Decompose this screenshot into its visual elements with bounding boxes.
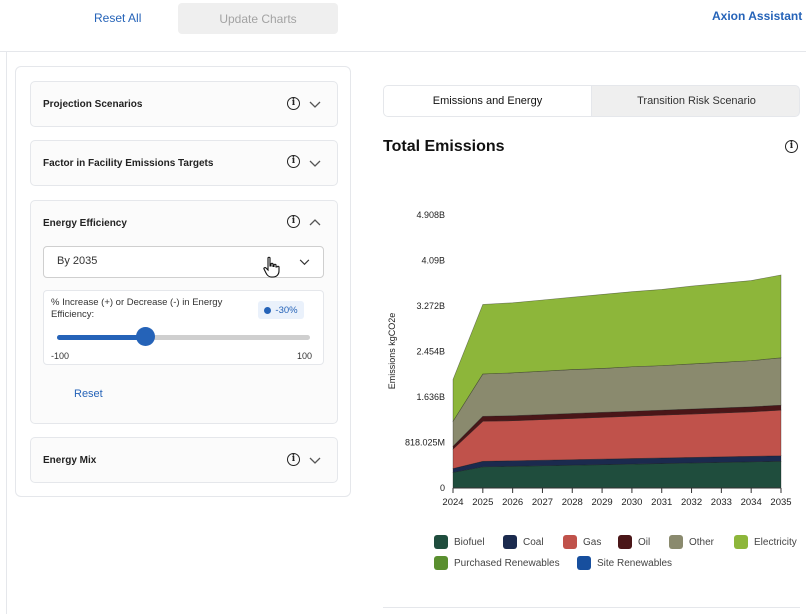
slider-max-label: 100 bbox=[297, 351, 313, 361]
chart-bottom-divider bbox=[383, 607, 800, 608]
chevron-up-icon[interactable] bbox=[309, 218, 321, 226]
x-tick-label: 2030 bbox=[621, 497, 642, 508]
hand-cursor-icon bbox=[263, 256, 280, 278]
tab-emissions-energy[interactable]: Emissions and Energy bbox=[384, 86, 592, 116]
x-tick-label: 2034 bbox=[741, 497, 762, 508]
legend-swatch bbox=[734, 535, 748, 549]
update-charts-button[interactable]: Update Charts bbox=[178, 3, 338, 34]
top-toolbar: Reset All Update Charts Axion Assistant bbox=[0, 0, 806, 52]
info-icon[interactable]: i bbox=[287, 215, 300, 228]
legend-item-site-renewables[interactable]: Site Renewables bbox=[577, 556, 672, 570]
legend-item-gas[interactable]: Gas bbox=[563, 535, 601, 549]
efficiency-slider-card: % Increase (+) or Decrease (-) in Energy… bbox=[43, 290, 324, 365]
accordion-facility-targets[interactable]: Factor in Facility Emissions Targets i bbox=[30, 140, 338, 186]
chevron-down-icon[interactable] bbox=[309, 101, 321, 109]
legend-swatch bbox=[669, 535, 683, 549]
legend-item-coal[interactable]: Coal bbox=[503, 535, 544, 549]
accordion-energy-mix[interactable]: Energy Mix i bbox=[30, 437, 338, 483]
info-icon[interactable]: i bbox=[287, 97, 300, 110]
select-value: By 2035 bbox=[57, 255, 98, 267]
chart-tabs: Emissions and Energy Transition Risk Sce… bbox=[383, 85, 800, 117]
y-tick-label: 4.09B bbox=[421, 256, 445, 266]
legend-label: Electricity bbox=[754, 536, 797, 548]
legend-swatch bbox=[503, 535, 517, 549]
y-tick-label: 1.636B bbox=[416, 392, 445, 402]
legend-label: Coal bbox=[523, 536, 544, 548]
x-tick-label: 2027 bbox=[532, 497, 553, 508]
area-series-group bbox=[452, 274, 782, 489]
x-tick-label: 2029 bbox=[592, 497, 613, 508]
reset-efficiency-button[interactable]: Reset bbox=[74, 388, 103, 400]
legend-swatch bbox=[563, 535, 577, 549]
legend-item-purchased-renewables[interactable]: Purchased Renewables bbox=[434, 556, 560, 570]
slider-value-text: -30% bbox=[275, 304, 298, 316]
area-electricity[interactable] bbox=[452, 274, 782, 423]
accordion-title: Factor in Facility Emissions Targets bbox=[43, 158, 214, 169]
x-tick-label: 2032 bbox=[681, 497, 702, 508]
reset-all-button[interactable]: Reset All bbox=[94, 11, 142, 25]
legend-label: Oil bbox=[638, 536, 651, 548]
legend-swatch bbox=[577, 556, 591, 570]
legend-label: Purchased Renewables bbox=[454, 557, 560, 569]
info-icon[interactable]: i bbox=[287, 453, 300, 466]
x-tick-label: 2026 bbox=[502, 497, 523, 508]
accordion-title: Projection Scenarios bbox=[43, 99, 143, 110]
slider-track[interactable] bbox=[57, 335, 310, 340]
slider-thumb[interactable] bbox=[136, 327, 156, 346]
legend-label: Other bbox=[689, 536, 715, 548]
chart-title: Total Emissions bbox=[383, 138, 505, 155]
legend-label: Gas bbox=[583, 536, 602, 548]
chevron-down-icon bbox=[299, 259, 310, 266]
y-tick-label: 3.272B bbox=[416, 301, 445, 311]
legend-item-biofuel[interactable]: Biofuel bbox=[434, 535, 485, 549]
slider-label: % Increase (+) or Decrease (-) in Energy… bbox=[51, 297, 223, 320]
legend-label: Biofuel bbox=[454, 536, 485, 548]
chart-info-icon[interactable]: i bbox=[785, 140, 798, 153]
x-tick-label: 2033 bbox=[711, 497, 732, 508]
legend-swatch bbox=[618, 535, 632, 549]
y-axis: 0 818.025M 1.636B 2.454B 3.272B 4.09B 4.908B bbox=[405, 210, 445, 493]
accordion-energy-efficiency: Energy Efficiency i By 2035 % Increase (… bbox=[30, 200, 338, 424]
page-divider bbox=[6, 52, 7, 614]
assistant-link[interactable]: Axion Assistant bbox=[712, 9, 803, 23]
y-tick-label: 818.025M bbox=[405, 437, 445, 447]
slider-fill bbox=[57, 335, 146, 340]
accordion-title: Energy Efficiency bbox=[43, 218, 127, 229]
x-tick-label: 2035 bbox=[770, 497, 791, 508]
legend-item-oil[interactable]: Oil bbox=[618, 535, 650, 549]
x-tick-label: 2024 bbox=[442, 497, 463, 508]
badge-dot-icon bbox=[264, 306, 272, 314]
target-year-select[interactable]: By 2035 bbox=[43, 246, 324, 278]
settings-panel: Projection Scenarios i Factor in Facilit… bbox=[15, 66, 351, 497]
x-tick-label: 2028 bbox=[562, 497, 583, 508]
y-tick-label: 4.908B bbox=[416, 210, 445, 220]
legend-label: Site Renewables bbox=[597, 557, 673, 569]
info-icon[interactable]: i bbox=[287, 155, 300, 168]
legend-swatch bbox=[434, 535, 448, 549]
legend-item-other[interactable]: Other bbox=[669, 535, 714, 549]
y-tick-label: 2.454B bbox=[416, 347, 445, 357]
total-emissions-chart: 0 818.025M 1.636B 2.454B 3.272B 4.09B 4.908B 2… bbox=[387, 210, 792, 508]
x-tick-label: 2025 bbox=[472, 497, 493, 508]
x-axis: 2024 2025 2026 2027 2028 2029 2030 2031 2032 2033… bbox=[442, 487, 792, 508]
x-tick-label: 2031 bbox=[651, 497, 672, 508]
legend-item-electricity[interactable]: Electricity bbox=[734, 535, 797, 549]
legend-swatch bbox=[434, 556, 448, 570]
slider-value-badge: -30% bbox=[258, 301, 304, 319]
accordion-projection-scenarios[interactable]: Projection Scenarios i bbox=[30, 81, 338, 127]
tab-transition-risk[interactable]: Transition Risk Scenario bbox=[637, 95, 756, 107]
slider-min-label: -100 bbox=[51, 351, 70, 361]
accordion-title: Energy Mix bbox=[43, 455, 97, 466]
y-tick-label: 0 bbox=[440, 483, 445, 493]
y-axis-label: Emissions kgCO2e bbox=[387, 313, 397, 390]
chevron-down-icon[interactable] bbox=[309, 160, 321, 168]
chevron-down-icon[interactable] bbox=[309, 457, 321, 465]
